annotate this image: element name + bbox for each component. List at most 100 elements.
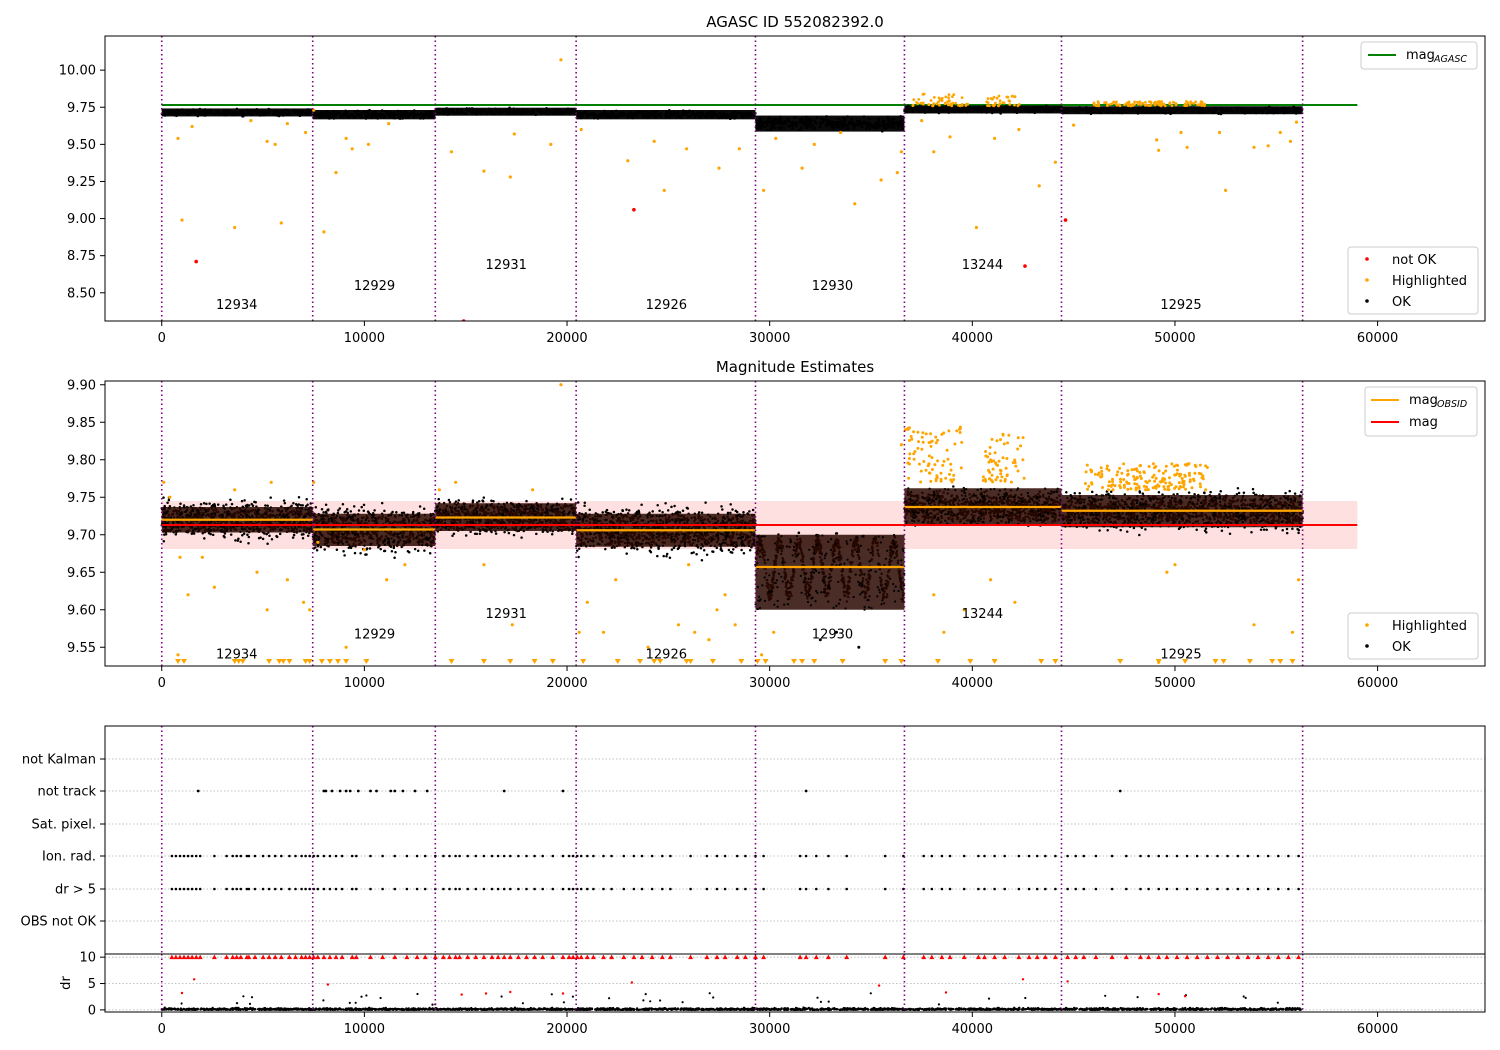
highlighted-point	[960, 104, 964, 107]
highlighted-point	[946, 103, 950, 106]
ok-point	[366, 115, 369, 118]
ok-point	[1265, 107, 1268, 110]
ok-point	[163, 511, 166, 514]
ok-point	[778, 115, 782, 119]
ok-point	[417, 541, 420, 544]
ok-point	[373, 520, 376, 523]
ok-point	[840, 124, 844, 128]
ok-point	[406, 550, 410, 553]
ok-point	[844, 123, 847, 127]
ok-point	[323, 548, 326, 551]
ok-point	[278, 513, 281, 517]
highlighted-point	[947, 96, 950, 100]
ok-point	[521, 109, 525, 112]
ok-point	[345, 115, 349, 119]
highlighted-point	[449, 150, 454, 154]
ok-point	[234, 111, 237, 114]
ok-point	[567, 112, 571, 115]
ok-point	[465, 107, 469, 110]
ok-point	[179, 514, 182, 517]
ok-point	[1184, 109, 1188, 113]
ok-point	[341, 532, 344, 536]
ok-point	[292, 533, 296, 537]
ok-point	[1193, 106, 1196, 110]
highlighted-point	[1153, 102, 1157, 106]
ok-point	[282, 499, 286, 502]
ok-point	[889, 120, 893, 123]
ok-point	[519, 112, 522, 116]
ok-point	[505, 109, 508, 112]
ok-point	[1119, 109, 1123, 113]
ok-point	[1215, 107, 1218, 110]
ok-point	[1253, 107, 1256, 111]
ok-point	[503, 530, 506, 534]
highlighted-point	[948, 135, 952, 139]
highlighted-point	[960, 96, 964, 99]
ok-point	[265, 111, 268, 115]
ok-point	[358, 522, 361, 525]
ok-point	[170, 528, 173, 531]
ok-point	[618, 112, 622, 115]
ok-point	[1201, 110, 1204, 114]
ok-point	[978, 106, 981, 110]
ok-point	[286, 113, 290, 116]
ok-point	[758, 123, 762, 126]
ok-point	[450, 109, 453, 112]
highlighted-point	[1266, 144, 1270, 148]
ok-point	[353, 551, 357, 555]
ok-point	[415, 113, 418, 117]
ok-point	[1044, 104, 1048, 108]
ok-point	[214, 110, 218, 113]
highlighted-point	[1126, 104, 1130, 108]
ok-point	[1176, 109, 1179, 113]
ok-point	[400, 514, 404, 517]
ok-point	[272, 514, 275, 517]
ok-point	[275, 534, 278, 538]
ok-point	[268, 522, 271, 525]
ok-point	[1219, 106, 1223, 110]
ok-point	[292, 501, 295, 505]
ok-point	[166, 521, 170, 524]
ok-point	[550, 108, 553, 111]
ok-point	[1095, 108, 1099, 111]
ok-point	[1255, 111, 1258, 115]
ok-point	[426, 538, 429, 541]
ok-point	[281, 112, 285, 116]
ok-point	[632, 116, 635, 119]
ok-point	[424, 112, 428, 116]
ok-point	[212, 112, 215, 115]
ok-point	[1030, 106, 1034, 110]
highlighted-point	[1129, 104, 1133, 108]
ok-point	[327, 518, 330, 521]
ok-point	[550, 532, 554, 536]
ok-point	[725, 114, 729, 117]
ok-point	[1258, 109, 1262, 113]
ok-point	[705, 112, 708, 115]
ok-point	[291, 536, 295, 539]
ok-point	[471, 499, 475, 502]
ok-point	[400, 545, 403, 549]
highlighted-point	[482, 169, 486, 173]
ok-point	[343, 113, 346, 116]
highlighted-point	[944, 95, 948, 99]
ok-point	[341, 542, 344, 545]
ok-point	[865, 127, 868, 131]
ok-point	[342, 533, 345, 536]
highlighted-point	[1192, 102, 1196, 105]
ok-point	[322, 114, 325, 117]
highlighted-point	[920, 119, 924, 123]
ok-point	[169, 111, 172, 114]
ok-point	[476, 110, 479, 113]
ok-point	[172, 521, 175, 524]
highlighted-point	[1174, 102, 1178, 105]
x-tick-label: 0	[158, 331, 166, 346]
ok-point	[405, 115, 408, 119]
ok-point	[1285, 109, 1289, 113]
ok-point	[430, 110, 434, 113]
ok-point	[354, 514, 357, 517]
ok-point	[1047, 106, 1051, 109]
ok-point	[357, 509, 361, 512]
ok-point	[232, 526, 235, 529]
ok-point	[345, 507, 349, 511]
ok-point	[324, 503, 328, 507]
